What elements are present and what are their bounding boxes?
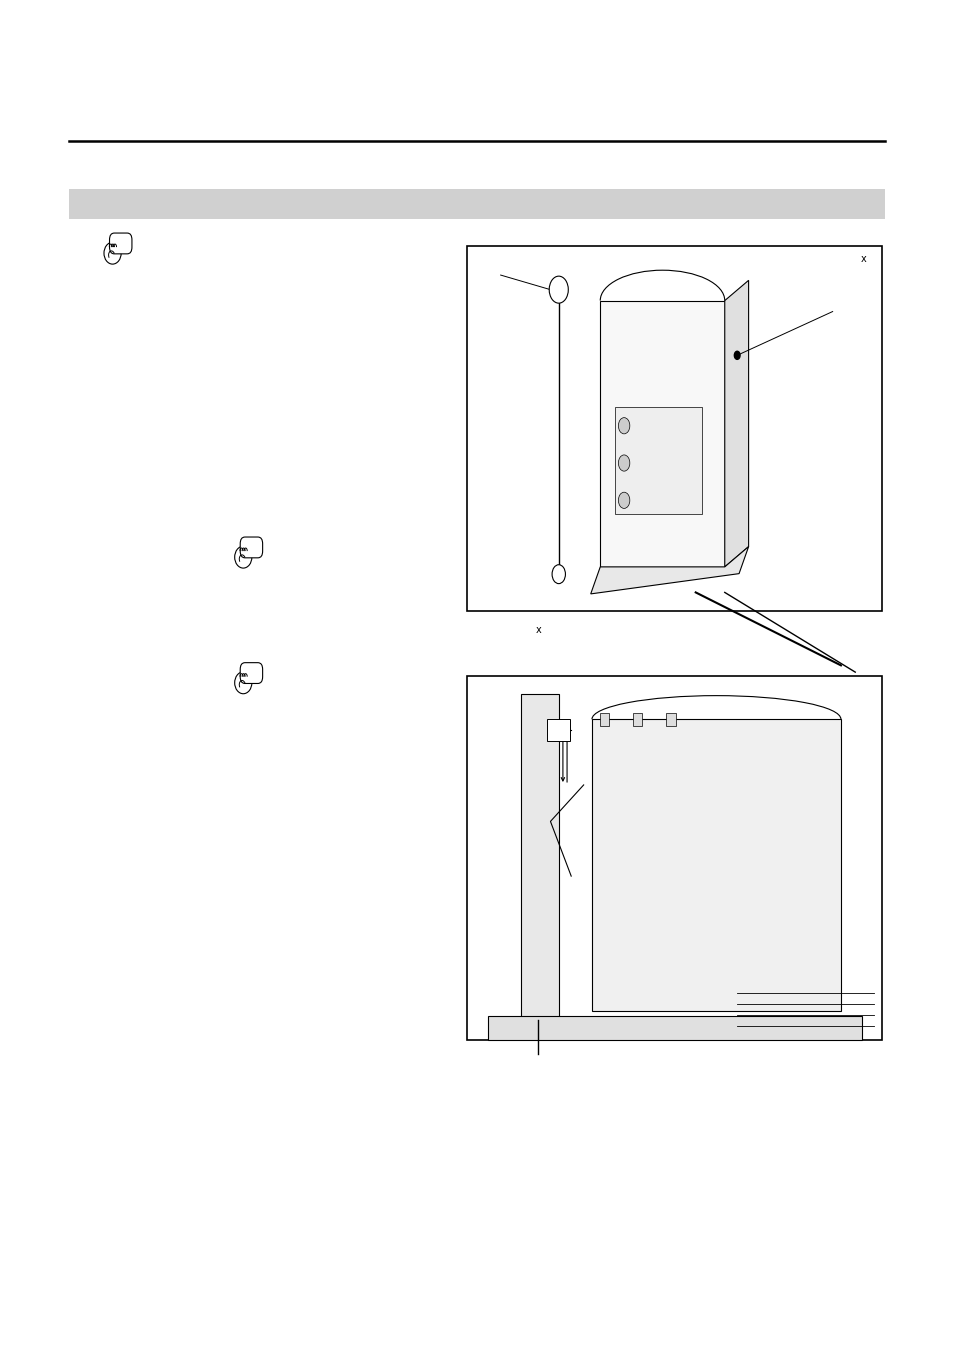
Bar	[467, 246, 882, 611]
FancyBboxPatch shape	[110, 234, 132, 254]
Circle shape	[549, 276, 568, 303]
Text: x: x	[860, 254, 865, 265]
Polygon shape	[724, 281, 748, 567]
Bar	[467, 676, 882, 1040]
Bar	[614, 407, 701, 513]
Bar	[591, 719, 841, 1011]
Ellipse shape	[234, 671, 252, 694]
Circle shape	[734, 351, 740, 359]
Ellipse shape	[104, 242, 121, 265]
Circle shape	[618, 417, 629, 434]
Bar	[488, 1016, 861, 1040]
Bar	[69, 189, 884, 219]
FancyBboxPatch shape	[240, 663, 262, 684]
Bar	[599, 300, 724, 567]
Circle shape	[552, 565, 565, 584]
Polygon shape	[590, 547, 748, 594]
Circle shape	[618, 492, 629, 508]
Circle shape	[618, 455, 629, 471]
Bar	[547, 719, 570, 740]
Bar	[632, 712, 641, 725]
Text: x: x	[536, 624, 541, 635]
Bar	[599, 712, 609, 725]
Bar	[665, 712, 675, 725]
Ellipse shape	[234, 546, 252, 567]
FancyBboxPatch shape	[240, 538, 262, 558]
Bar	[521, 694, 558, 1021]
